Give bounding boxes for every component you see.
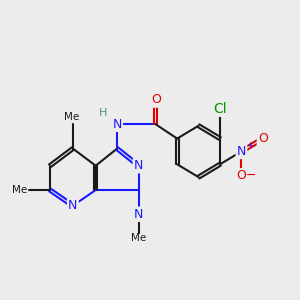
Text: N: N [237, 145, 246, 158]
Text: +: + [246, 141, 253, 150]
Text: Me: Me [131, 233, 146, 243]
Text: H: H [99, 108, 107, 118]
Text: O: O [236, 169, 246, 182]
Text: O: O [258, 132, 268, 145]
Text: N: N [134, 208, 143, 221]
Text: Me: Me [12, 185, 28, 195]
Text: Cl: Cl [213, 102, 227, 116]
Text: N: N [112, 118, 122, 131]
Text: Me: Me [64, 112, 79, 122]
Text: O: O [151, 94, 161, 106]
Text: N: N [134, 159, 143, 172]
Text: −: − [245, 169, 256, 182]
Text: N: N [68, 199, 77, 212]
